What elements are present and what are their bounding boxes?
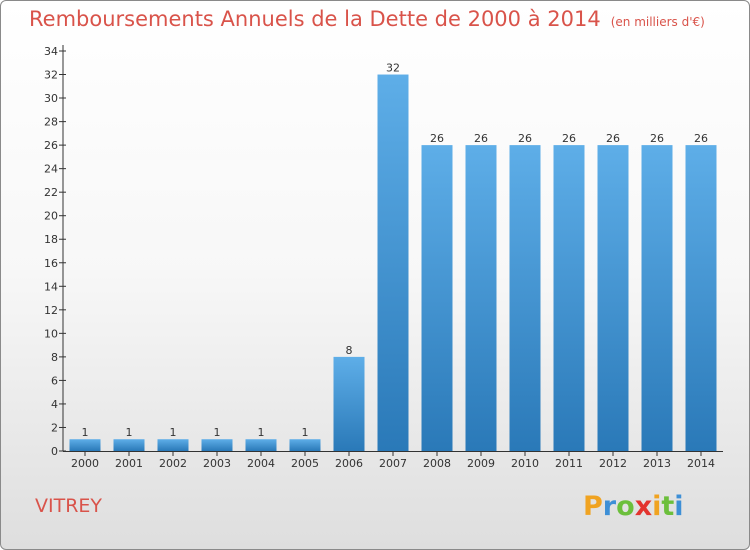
bar bbox=[377, 74, 409, 451]
bar bbox=[157, 439, 189, 451]
bar bbox=[553, 145, 585, 451]
y-tick-label: 4 bbox=[51, 398, 58, 411]
place-name: VITREY bbox=[35, 495, 103, 517]
y-tick-label: 22 bbox=[44, 186, 58, 199]
bar bbox=[289, 439, 321, 451]
logo-letter: i bbox=[652, 491, 662, 522]
x-tick-label: 2000 bbox=[71, 457, 99, 470]
y-tick-label: 26 bbox=[44, 139, 58, 152]
y-tick-label: 28 bbox=[44, 116, 58, 129]
x-tick-label: 2006 bbox=[335, 457, 363, 470]
logo-letter: t bbox=[661, 491, 675, 522]
x-tick-label: 2009 bbox=[467, 457, 495, 470]
y-tick-label: 8 bbox=[51, 351, 58, 364]
y-tick-label: 0 bbox=[51, 445, 58, 458]
data-label: 26 bbox=[650, 132, 664, 145]
y-tick-label: 6 bbox=[51, 374, 58, 387]
x-tick-label: 2007 bbox=[379, 457, 407, 470]
x-tick-label: 2008 bbox=[423, 457, 451, 470]
data-label: 1 bbox=[214, 426, 221, 439]
y-tick-label: 24 bbox=[44, 163, 58, 176]
y-tick-label: 12 bbox=[44, 304, 58, 317]
chart-title: Remboursements Annuels de la Dette de 20… bbox=[29, 7, 705, 31]
logo-letter: P bbox=[583, 491, 603, 522]
logo-letter: r bbox=[602, 491, 617, 522]
x-tick-label: 2001 bbox=[115, 457, 143, 470]
data-label: 26 bbox=[430, 132, 444, 145]
chart-title-text: Remboursements Annuels de la Dette de 20… bbox=[29, 7, 601, 31]
x-tick-label: 2012 bbox=[599, 457, 627, 470]
y-tick-label: 32 bbox=[44, 69, 58, 82]
data-label: 26 bbox=[694, 132, 708, 145]
x-tick-label: 2010 bbox=[511, 457, 539, 470]
x-tick-label: 2014 bbox=[687, 457, 715, 470]
y-tick-label: 18 bbox=[44, 233, 58, 246]
data-label: 26 bbox=[606, 132, 620, 145]
y-tick-label: 2 bbox=[51, 421, 58, 434]
bar bbox=[113, 439, 145, 451]
x-tick-label: 2003 bbox=[203, 457, 231, 470]
data-label: 26 bbox=[474, 132, 488, 145]
x-tick-label: 2011 bbox=[555, 457, 583, 470]
y-tick-label: 10 bbox=[44, 327, 58, 340]
data-label: 8 bbox=[346, 344, 353, 357]
bar bbox=[421, 145, 453, 451]
y-tick-label: 14 bbox=[44, 280, 58, 293]
data-label: 1 bbox=[126, 426, 133, 439]
data-label: 1 bbox=[82, 426, 89, 439]
data-label: 32 bbox=[386, 62, 400, 75]
bar bbox=[509, 145, 541, 451]
proxiti-logo: Proxiti bbox=[583, 491, 684, 522]
x-tick-label: 2005 bbox=[291, 457, 319, 470]
data-label: 1 bbox=[258, 426, 265, 439]
bar bbox=[333, 356, 365, 451]
logo-letter: x bbox=[634, 491, 653, 522]
data-label: 1 bbox=[170, 426, 177, 439]
y-tick-label: 20 bbox=[44, 210, 58, 223]
bar bbox=[69, 439, 101, 451]
data-label: 26 bbox=[518, 132, 532, 145]
x-tick-label: 2013 bbox=[643, 457, 671, 470]
bar bbox=[245, 439, 277, 451]
y-tick-label: 30 bbox=[44, 92, 58, 105]
x-tick-label: 2002 bbox=[159, 457, 187, 470]
bar bbox=[201, 439, 233, 451]
y-tick-label: 16 bbox=[44, 257, 58, 270]
y-tick-label: 34 bbox=[44, 45, 58, 58]
bar bbox=[465, 145, 497, 451]
bar bbox=[685, 145, 717, 451]
bar bbox=[641, 145, 673, 451]
data-label: 1 bbox=[302, 426, 309, 439]
logo-letter: i bbox=[674, 491, 684, 522]
logo-letter: o bbox=[616, 491, 635, 522]
unit-note: (en milliers d'€) bbox=[610, 15, 705, 29]
x-tick-label: 2004 bbox=[247, 457, 275, 470]
bar bbox=[597, 145, 629, 451]
data-label: 26 bbox=[562, 132, 576, 145]
